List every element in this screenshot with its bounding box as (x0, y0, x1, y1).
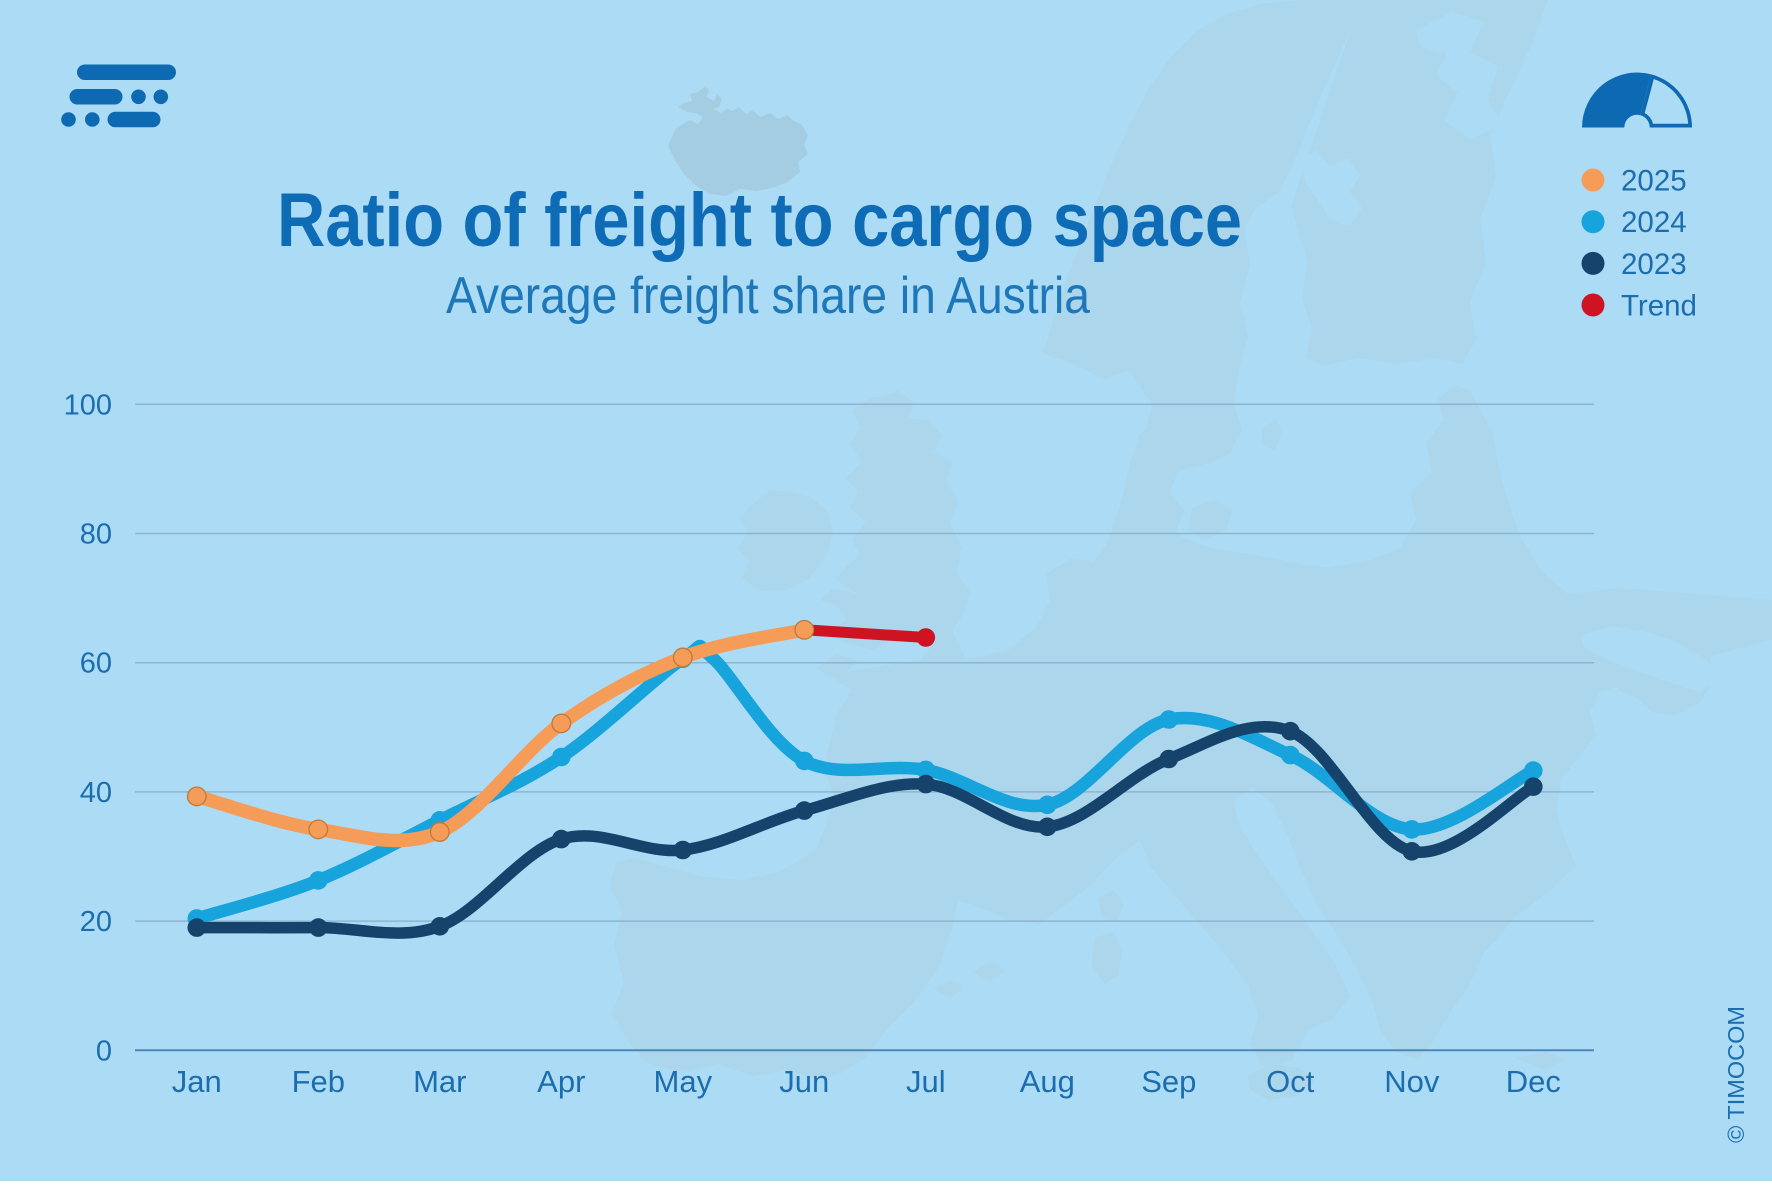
svg-text:0: 0 (96, 1035, 112, 1067)
svg-text:2024: 2024 (1621, 206, 1687, 239)
svg-text:Jul: Jul (906, 1064, 946, 1099)
svg-text:Apr: Apr (537, 1064, 585, 1099)
svg-text:2023: 2023 (1621, 248, 1687, 281)
svg-text:Sep: Sep (1141, 1064, 1196, 1099)
svg-text:40: 40 (80, 777, 112, 809)
svg-text:May: May (654, 1064, 713, 1099)
svg-text:Jan: Jan (172, 1064, 222, 1099)
svg-text:Aug: Aug (1020, 1064, 1075, 1099)
svg-text:Jun: Jun (779, 1064, 829, 1099)
svg-text:80: 80 (80, 519, 112, 551)
svg-text:60: 60 (80, 648, 112, 680)
svg-text:Trend: Trend (1621, 290, 1697, 323)
svg-text:Oct: Oct (1266, 1064, 1315, 1099)
svg-text:Average freight share in Austr: Average freight share in Austria (446, 267, 1090, 325)
svg-text:Dec: Dec (1506, 1064, 1561, 1099)
svg-text:2025: 2025 (1621, 165, 1687, 198)
svg-text:Ratio of freight to cargo spac: Ratio of freight to cargo space (277, 178, 1242, 263)
svg-text:20: 20 (80, 906, 112, 938)
svg-text:Nov: Nov (1384, 1064, 1440, 1099)
svg-text:Feb: Feb (292, 1064, 345, 1099)
svg-text:100: 100 (64, 389, 112, 421)
svg-text:© TIMOCOM: © TIMOCOM (1723, 1006, 1749, 1143)
svg-text:Mar: Mar (413, 1064, 466, 1099)
